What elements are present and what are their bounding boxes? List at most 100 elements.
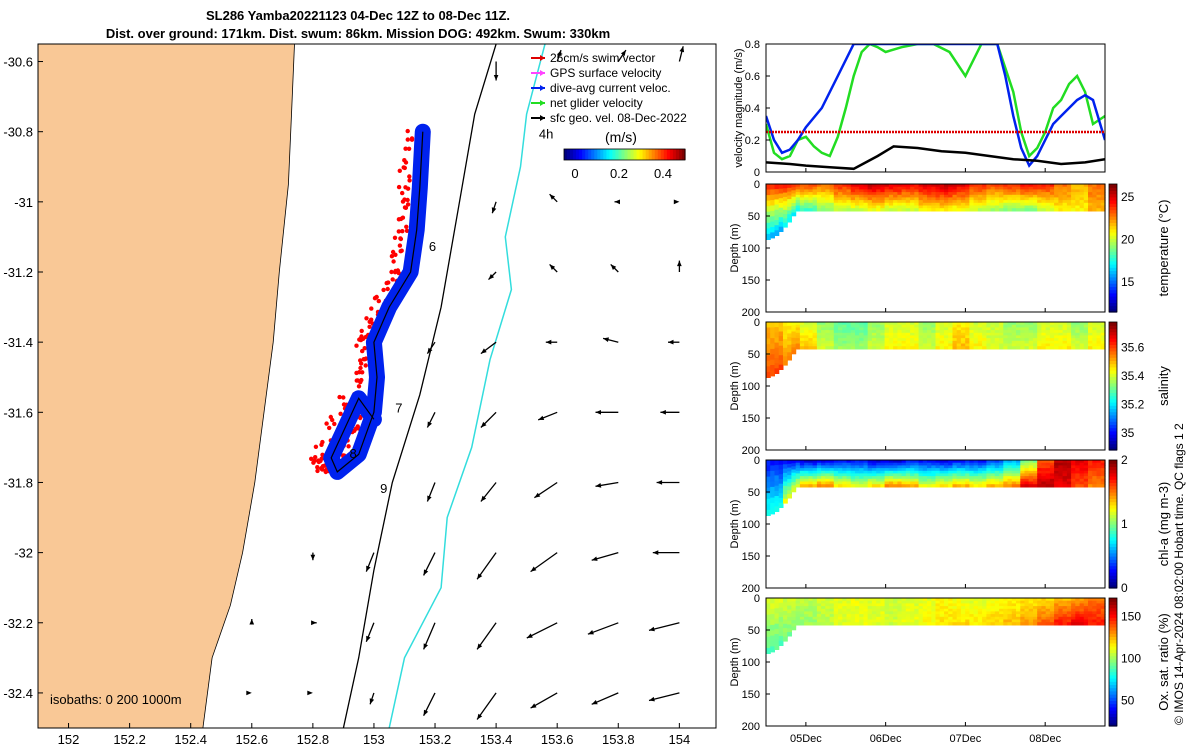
legend-label: GPS surface velocity bbox=[550, 66, 661, 80]
surface-current-arrowhead bbox=[652, 550, 659, 555]
legend-label: net glider velocity bbox=[550, 96, 643, 110]
map-x-tick-label: 152.8 bbox=[297, 732, 330, 747]
swim-vector-dot bbox=[400, 199, 406, 204]
surface-current-arrowhead bbox=[427, 495, 432, 502]
legend-label: 25cm/s swim vector bbox=[550, 51, 655, 65]
colorbar-segment bbox=[612, 149, 616, 160]
colorbar-segment bbox=[618, 149, 623, 160]
colorbar-tick-label: 0.2 bbox=[610, 166, 628, 181]
colorbar-tick-label: 0 bbox=[571, 166, 578, 181]
surface-current-arrowhead bbox=[538, 415, 545, 420]
surface-current-arrowhead bbox=[614, 199, 620, 205]
surface-current-arrowhead bbox=[477, 713, 483, 720]
surface-current-arrowhead bbox=[595, 410, 601, 415]
surface-current-arrow bbox=[526, 622, 558, 639]
map-y-tick-label: -31.6 bbox=[3, 405, 33, 420]
swim-vector-dot bbox=[358, 365, 363, 371]
figure-title-line-2: Dist. over ground: 171km. Dist. swum: 86… bbox=[105, 26, 611, 41]
surface-current-arrowhead bbox=[610, 264, 617, 270]
colorbar-segment bbox=[594, 149, 598, 160]
swim-vector-dot bbox=[358, 358, 363, 363]
swim-vector-dot bbox=[364, 316, 369, 321]
surface-current-arrowhead bbox=[491, 207, 497, 214]
surface-current-arrowhead bbox=[427, 421, 432, 428]
swim-vector-dot bbox=[319, 456, 324, 461]
map-y-tick-label: -31 bbox=[14, 195, 33, 210]
surface-current-arrowhead bbox=[526, 633, 533, 638]
map-content: 4h 6 7 8 9 isobaths: 0 200 1000m 25cm/s swim v… bbox=[38, 44, 687, 728]
map-x-tick-label: 153 bbox=[363, 732, 385, 747]
swim-vector-dot bbox=[367, 324, 372, 329]
map-x-tick-label: 153.4 bbox=[480, 732, 513, 747]
swim-vector-dot bbox=[389, 269, 394, 275]
colorbar-segment bbox=[675, 149, 680, 160]
surface-current-arrowhead bbox=[530, 566, 537, 572]
swim-vector-dot bbox=[320, 439, 325, 445]
swim-vector-dot bbox=[400, 229, 405, 234]
swim-vector-dot bbox=[400, 190, 405, 196]
colorbar-segment bbox=[663, 149, 668, 160]
surface-current-arrowhead bbox=[480, 348, 487, 354]
swim-vector-dot bbox=[389, 254, 395, 259]
track-day-label: 7 bbox=[395, 400, 402, 415]
swim-vector-dot bbox=[397, 168, 402, 173]
surface-current-arrowhead bbox=[480, 421, 487, 428]
swim-vector-dot bbox=[407, 174, 412, 179]
surface-current-arrowhead bbox=[366, 565, 371, 572]
swim-vector-dot bbox=[312, 458, 317, 463]
swim-vector-dot bbox=[404, 228, 410, 233]
swim-vector-dot bbox=[358, 379, 363, 385]
surface-current-arrowhead bbox=[311, 620, 317, 626]
swim-vector-dot bbox=[396, 229, 401, 234]
colorbar-segment bbox=[645, 149, 650, 160]
colorbar-segment bbox=[585, 149, 589, 160]
map-y-tick-label: -31.4 bbox=[3, 335, 33, 350]
swim-vector-dot bbox=[398, 236, 403, 241]
colorbar-segment bbox=[657, 149, 662, 160]
colorbar-segment bbox=[609, 149, 613, 160]
swim-vector-dot bbox=[338, 411, 343, 416]
colorbar-segment bbox=[621, 149, 626, 160]
swim-vector-dot bbox=[315, 468, 320, 474]
surface-current-arrowhead bbox=[545, 339, 552, 345]
swim-vector-dot bbox=[323, 469, 328, 475]
surface-current-arrowhead bbox=[480, 495, 487, 502]
surface-current-arrowhead bbox=[488, 274, 495, 280]
colorbar-segment bbox=[567, 149, 571, 160]
colorbar-segment bbox=[682, 149, 686, 160]
swim-vector-dot bbox=[390, 277, 395, 282]
surface-current-arrowhead bbox=[493, 75, 499, 81]
swim-vector-dot bbox=[407, 178, 412, 183]
surface-current-arrowhead bbox=[591, 556, 598, 561]
swim-vector-dot bbox=[405, 137, 410, 142]
swim-vector-dot bbox=[354, 343, 359, 348]
colorbar-title: (m/s) bbox=[605, 129, 637, 145]
map-y-tick-label: -32.2 bbox=[3, 616, 33, 631]
colorbar-segment bbox=[570, 149, 574, 160]
surface-current-arrowhead bbox=[620, 50, 626, 56]
map-frame bbox=[37, 43, 717, 729]
surface-current-arrowhead bbox=[591, 700, 598, 705]
swim-vector-dot bbox=[384, 280, 389, 286]
map-y-tick-label: -30.6 bbox=[3, 55, 33, 70]
map-y-tick-label: -32 bbox=[14, 546, 33, 561]
swim-vector-dot bbox=[403, 205, 409, 210]
swim-vector-dot bbox=[392, 235, 398, 240]
swim-vector-dot bbox=[405, 186, 411, 191]
swim-vector-dot bbox=[360, 348, 365, 354]
colorbar-segment bbox=[588, 149, 592, 160]
colorbar-segment bbox=[606, 149, 610, 160]
swim-vector-dot bbox=[324, 421, 329, 426]
swim-vector-dot bbox=[409, 137, 415, 142]
isobath-note: isobaths: 0 200 1000m bbox=[50, 692, 182, 707]
surface-current-arrowhead bbox=[660, 410, 666, 415]
colorbar-segment bbox=[624, 149, 629, 160]
surface-current-arrowhead bbox=[677, 260, 682, 267]
track-day-label: 4h bbox=[539, 127, 553, 142]
colorbar-segment bbox=[669, 149, 674, 160]
swim-vector-dot bbox=[363, 356, 369, 361]
colorbar-segment bbox=[579, 149, 583, 160]
surface-current-arrowhead bbox=[673, 199, 680, 205]
swim-vector-dot bbox=[332, 421, 337, 427]
surface-current-arrowhead bbox=[423, 569, 429, 576]
